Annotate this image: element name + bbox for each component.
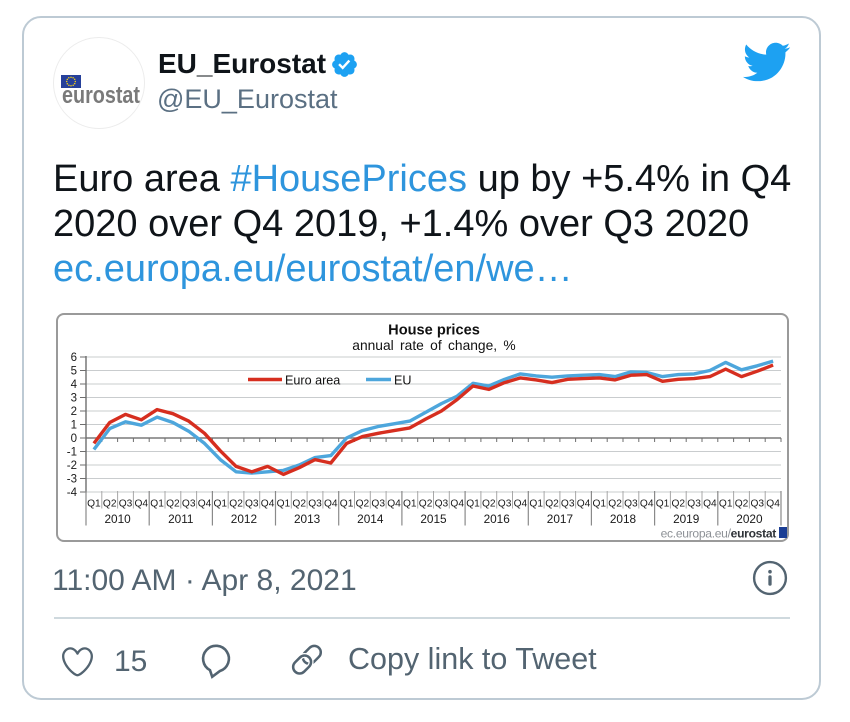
svg-text:2018: 2018 bbox=[610, 512, 637, 526]
svg-text:Q1: Q1 bbox=[150, 498, 164, 509]
svg-text:0: 0 bbox=[71, 433, 77, 445]
svg-text:Q3: Q3 bbox=[308, 498, 322, 509]
svg-text:eurostat: eurostat bbox=[62, 82, 140, 109]
svg-text:2015: 2015 bbox=[420, 512, 447, 526]
svg-text:-2: -2 bbox=[67, 460, 77, 472]
svg-text:Q3: Q3 bbox=[561, 498, 575, 509]
svg-text:Q1: Q1 bbox=[719, 498, 733, 509]
svg-text:Q2: Q2 bbox=[229, 498, 243, 509]
svg-text:4: 4 bbox=[71, 379, 78, 391]
svg-text:Q1: Q1 bbox=[87, 498, 101, 509]
svg-text:Q2: Q2 bbox=[672, 498, 686, 509]
svg-text:House prices: House prices bbox=[388, 323, 480, 339]
svg-text:1: 1 bbox=[71, 420, 77, 432]
svg-text:Q2: Q2 bbox=[419, 498, 433, 509]
svg-text:Q1: Q1 bbox=[214, 498, 228, 509]
svg-text:Q4: Q4 bbox=[514, 498, 528, 509]
svg-text:Q3: Q3 bbox=[435, 498, 449, 509]
svg-text:Q2: Q2 bbox=[356, 498, 370, 509]
svg-text:2020: 2020 bbox=[736, 512, 763, 526]
svg-text:Q4: Q4 bbox=[703, 498, 717, 509]
svg-text:annual rate of change, %: annual rate of change, % bbox=[352, 338, 515, 353]
svg-text:Q3: Q3 bbox=[371, 498, 385, 509]
svg-text:5: 5 bbox=[71, 366, 77, 378]
svg-text:Q4: Q4 bbox=[261, 498, 275, 509]
svg-text:Q1: Q1 bbox=[340, 498, 354, 509]
svg-text:2012: 2012 bbox=[231, 512, 257, 526]
svg-text:Q4: Q4 bbox=[198, 498, 212, 509]
svg-text:2017: 2017 bbox=[547, 512, 573, 526]
svg-text:Q3: Q3 bbox=[687, 498, 701, 509]
svg-text:Q2: Q2 bbox=[166, 498, 180, 509]
svg-text:Q4: Q4 bbox=[135, 498, 149, 509]
svg-text:2011: 2011 bbox=[168, 512, 193, 526]
svg-text:Q1: Q1 bbox=[466, 498, 480, 509]
svg-text:Q1: Q1 bbox=[656, 498, 670, 509]
svg-text:Q1: Q1 bbox=[403, 498, 417, 509]
svg-text:Q2: Q2 bbox=[608, 498, 622, 509]
svg-text:ec.europa.eu/eurostat: ec.europa.eu/eurostat bbox=[661, 527, 777, 541]
svg-text:Q1: Q1 bbox=[529, 498, 543, 509]
svg-text:Q4: Q4 bbox=[577, 498, 591, 509]
svg-text:Q3: Q3 bbox=[498, 498, 512, 509]
svg-text:Q1: Q1 bbox=[277, 498, 291, 509]
svg-text:2014: 2014 bbox=[357, 512, 384, 526]
svg-text:-4: -4 bbox=[67, 487, 78, 499]
svg-text:2010: 2010 bbox=[104, 512, 131, 526]
svg-text:Q4: Q4 bbox=[450, 498, 464, 509]
svg-text:Q2: Q2 bbox=[103, 498, 117, 509]
svg-text:2013: 2013 bbox=[294, 512, 321, 526]
svg-text:Q2: Q2 bbox=[482, 498, 496, 509]
svg-text:Q3: Q3 bbox=[245, 498, 259, 509]
svg-text:2016: 2016 bbox=[484, 512, 511, 526]
svg-text:Q3: Q3 bbox=[119, 498, 133, 509]
svg-text:Q3: Q3 bbox=[624, 498, 638, 509]
svg-text:Q1: Q1 bbox=[593, 498, 607, 509]
svg-text:Q2: Q2 bbox=[292, 498, 306, 509]
svg-text:Q3: Q3 bbox=[182, 498, 196, 509]
svg-text:Euro area: Euro area bbox=[285, 374, 340, 388]
svg-text:2019: 2019 bbox=[673, 512, 699, 526]
svg-text:-3: -3 bbox=[67, 474, 77, 486]
svg-text:-1: -1 bbox=[67, 447, 77, 459]
svg-text:Q4: Q4 bbox=[766, 498, 780, 509]
svg-text:Q2: Q2 bbox=[735, 498, 749, 509]
svg-text:EU: EU bbox=[394, 374, 412, 388]
svg-text:2: 2 bbox=[71, 406, 77, 418]
svg-text:Q4: Q4 bbox=[640, 498, 654, 509]
svg-text:6: 6 bbox=[71, 352, 77, 364]
svg-text:3: 3 bbox=[71, 393, 77, 405]
svg-text:Q4: Q4 bbox=[324, 498, 338, 509]
svg-text:Q3: Q3 bbox=[751, 498, 765, 509]
svg-text:Q4: Q4 bbox=[387, 498, 401, 509]
svg-text:Q2: Q2 bbox=[545, 498, 559, 509]
